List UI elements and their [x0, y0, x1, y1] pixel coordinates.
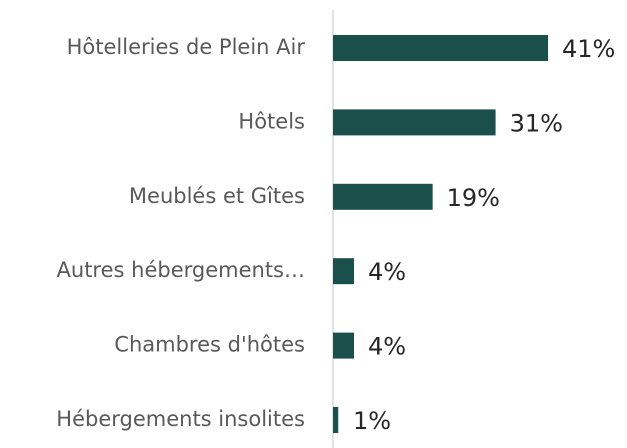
value-label: 31% [510, 109, 563, 137]
category-label: Hôtels [238, 109, 305, 133]
bar [333, 183, 433, 210]
bar [333, 35, 549, 61]
value-label: 19% [447, 184, 500, 212]
value-label: 4% [368, 258, 406, 286]
category-label: Hébergements insolites [56, 407, 305, 431]
bar [333, 258, 354, 285]
bar [333, 109, 496, 136]
category-label: Hôtelleries de Plein Air [67, 35, 306, 59]
value-label: 4% [368, 333, 406, 361]
bar [333, 407, 339, 433]
value-label: 1% [353, 407, 391, 435]
value-label: 41% [562, 35, 615, 63]
bar [333, 332, 354, 359]
category-label: Autres hébergements… [57, 258, 305, 282]
category-label: Meublés et Gîtes [129, 184, 305, 208]
category-label: Chambres d'hôtes [114, 333, 305, 357]
